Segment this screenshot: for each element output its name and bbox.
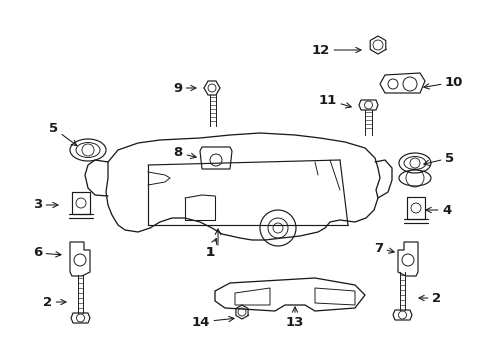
Text: 14: 14 — [191, 315, 234, 328]
Text: 13: 13 — [285, 307, 304, 329]
Text: 5: 5 — [49, 122, 77, 146]
Text: 11: 11 — [318, 94, 350, 108]
Text: 1: 1 — [205, 246, 214, 258]
Text: 12: 12 — [311, 44, 360, 57]
Text: 7: 7 — [373, 242, 393, 255]
Text: 5: 5 — [423, 152, 453, 166]
Text: 3: 3 — [33, 198, 58, 211]
Text: 1: 1 — [205, 239, 216, 258]
Text: 2: 2 — [418, 292, 440, 305]
Text: 2: 2 — [43, 296, 66, 309]
Text: 6: 6 — [33, 247, 61, 260]
Text: 4: 4 — [425, 203, 450, 216]
Text: 9: 9 — [173, 81, 196, 94]
Text: 8: 8 — [173, 147, 196, 159]
Text: 10: 10 — [423, 76, 463, 89]
